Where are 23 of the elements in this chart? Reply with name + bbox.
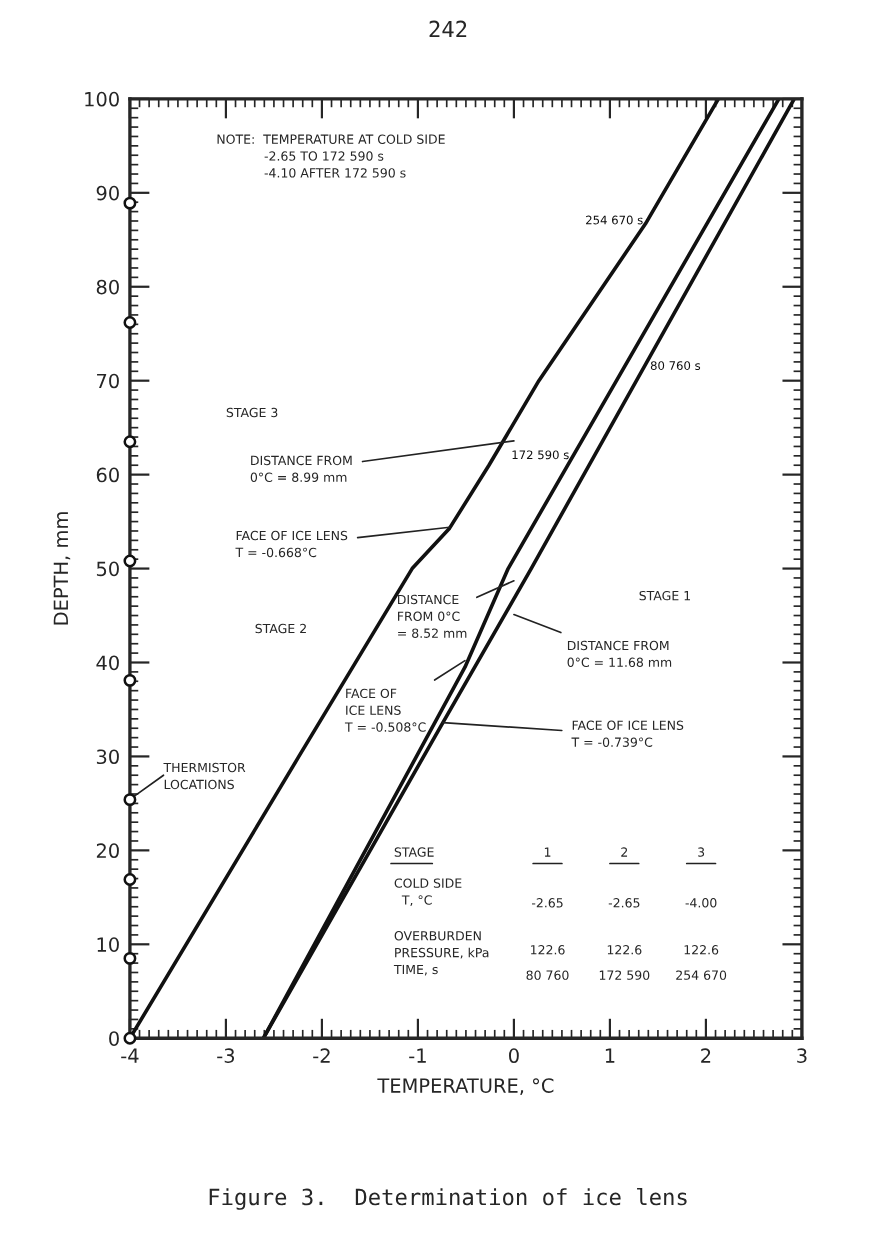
caption: Figure 3. Determination of ice lens	[209, 1188, 687, 1210]
x-tick-label: 1	[605, 1048, 615, 1063]
y-tick-label: 30	[96, 749, 119, 765]
x-tick-label: -4	[121, 1048, 139, 1063]
y-tick-label: 90	[96, 185, 119, 201]
y-tick-label: 70	[97, 373, 119, 389]
x-tick-label: 0	[509, 1048, 519, 1064]
y-axis-title: DEPTH, mm	[53, 512, 71, 625]
x-tick-label: -1	[409, 1048, 426, 1063]
y-tick-label: 100	[85, 91, 119, 107]
y-tick-label: 40	[96, 655, 119, 671]
x-tick-label: -2	[313, 1048, 330, 1063]
x-tick-label: 3	[797, 1048, 807, 1064]
x-tick-label: -3	[217, 1048, 235, 1064]
y-tick-label: 20	[96, 843, 119, 859]
y-tick-label: 60	[96, 467, 119, 483]
y-tick-label: 10	[97, 937, 119, 952]
x-tick-label: 2	[701, 1048, 711, 1063]
y-tick-label: 80	[96, 279, 119, 295]
x-axis-title: TEMPERATURE, °C	[377, 1078, 554, 1095]
y-tick-label: 50	[96, 561, 119, 577]
text: 242	[429, 20, 467, 38]
y-tick-label: 0	[109, 1031, 119, 1046]
